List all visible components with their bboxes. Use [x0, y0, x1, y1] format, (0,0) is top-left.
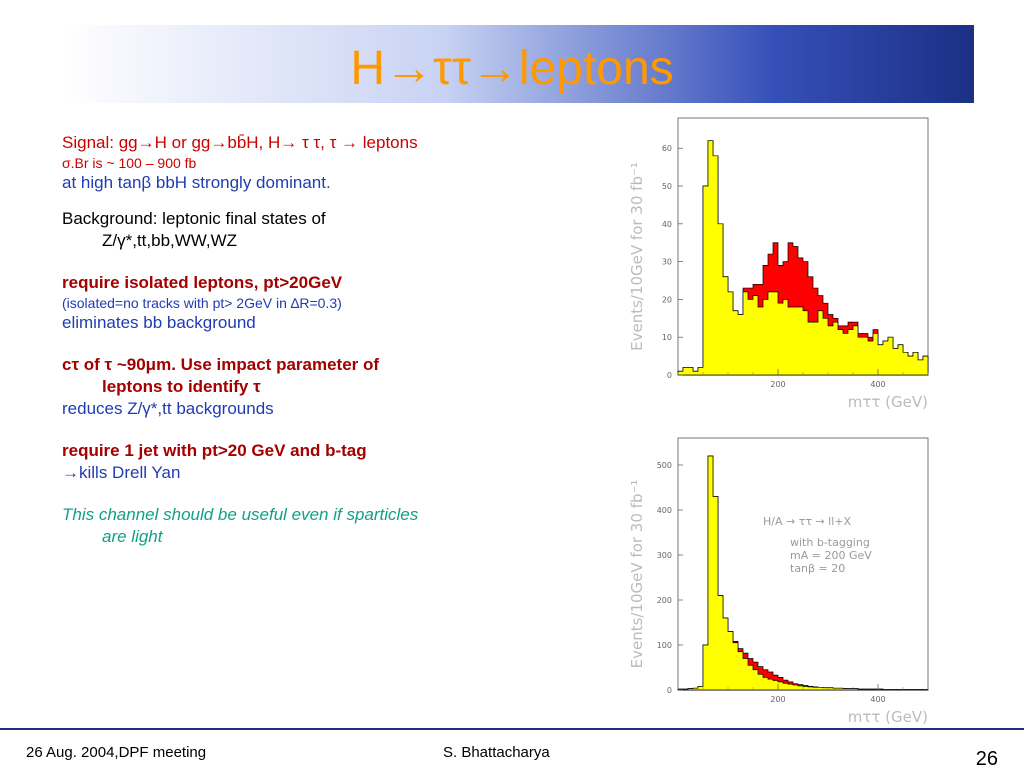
jet-requirement-line: require 1 jet with pt>20 GeV and b-tag — [62, 441, 367, 460]
page-number: 26 — [975, 748, 998, 770]
sparticles-line-continued: are light — [102, 527, 163, 546]
plot-annotation: with b-tagging — [790, 536, 870, 549]
x-tick-label: 400 — [870, 380, 885, 389]
footer-divider — [0, 728, 1024, 730]
slide-title: H→ττ→leptons — [350, 42, 674, 95]
y-axis-label: Events/10GeV for 30 fb⁻¹ — [628, 162, 646, 351]
y-tick-label: 200 — [657, 596, 672, 605]
plot-annotation: mA = 200 GeV — [790, 549, 872, 562]
sparticles-line: This channel should be useful even if sp… — [62, 505, 419, 524]
slide-body: Signal: gg→H or gg→bb̄H, H→ τ τ, τ → lep… — [62, 132, 582, 548]
footer-author: S. Bhattacharya — [443, 744, 550, 761]
x-tick-label: 200 — [770, 695, 785, 704]
y-tick-label: 400 — [657, 506, 672, 515]
y-tick-label: 40 — [662, 220, 672, 229]
x-tick-label: 400 — [870, 695, 885, 704]
tanbeta-line: at high tanβ bbH strongly dominant. — [62, 173, 331, 192]
background-histogram — [677, 140, 929, 376]
y-axis-label: Events/10GeV for 30 fb⁻¹ — [628, 480, 646, 669]
y-tick-label: 0 — [667, 371, 672, 380]
background-processes: Z/γ*,tt,bb,WW,WZ — [102, 231, 238, 250]
ctau-line: cτ of τ ~90μm. Use impact parameter of — [62, 355, 380, 374]
isolation-definition: (isolated=no tracks with pt> 2GeV in ∆R=… — [62, 295, 342, 311]
mass-histogram-btag: 0 100 200 300 400 500 200 400 mττ (GeV) Events/10… — [628, 437, 929, 726]
y-tick-label: 60 — [662, 144, 672, 153]
mass-histogram-top: 0 10 20 30 40 50 60 200 400 mττ (GeV) Events/10GeV… — [628, 117, 929, 411]
y-tick-label: 0 — [667, 686, 672, 695]
footer-date: 26 Aug. 2004,DPF meeting — [26, 744, 207, 761]
reduces-backgrounds-line: reduces Z/γ*,tt backgrounds — [62, 399, 274, 418]
title-banner — [60, 25, 974, 103]
kills-drell-yan-line: →kills Drell Yan — [62, 463, 181, 482]
y-tick-label: 100 — [657, 641, 672, 650]
y-tick-label: 30 — [662, 258, 672, 267]
y-tick-label: 20 — [662, 295, 672, 304]
y-tick-label: 50 — [662, 182, 672, 191]
plot-annotation: H/A → ττ → ll+X — [763, 515, 851, 528]
background-histogram — [677, 455, 929, 691]
ctau-line-continued: leptons to identify τ — [102, 377, 261, 396]
y-tick-label: 300 — [657, 551, 672, 560]
x-tick-label: 200 — [770, 380, 785, 389]
x-axis-label: mττ (GeV) — [848, 393, 928, 411]
y-tick-label: 10 — [662, 333, 672, 342]
cross-section-line: σ.Br is ~ 100 – 900 fb — [62, 155, 197, 171]
eliminates-bb-line: eliminates bb background — [62, 313, 256, 332]
x-axis-label: mττ (GeV) — [848, 708, 928, 726]
background-line: Background: leptonic final states of — [62, 209, 326, 228]
isolated-leptons-line: require isolated leptons, pt>20GeV — [62, 273, 343, 292]
signal-line: Signal: gg→H or gg→bb̄H, H→ τ τ, τ → lep… — [62, 133, 418, 152]
plot-annotation: tanβ = 20 — [790, 562, 845, 575]
y-tick-label: 500 — [657, 461, 672, 470]
